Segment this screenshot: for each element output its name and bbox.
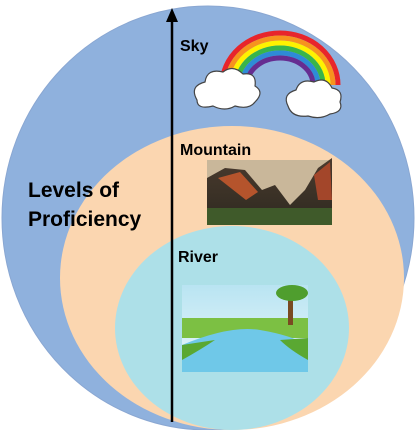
level-label: Mountain <box>180 142 251 159</box>
page: Sky Mountain River Levels of Proficiency… <box>0 0 417 430</box>
mountain-image <box>207 158 332 225</box>
axis-label: Proficiency <box>28 208 142 231</box>
river-image <box>182 285 308 372</box>
diagram: Sky Mountain River Levels of Proficiency <box>0 0 417 430</box>
level-label: Sky <box>180 38 209 55</box>
level-label: River <box>178 249 218 266</box>
axis-label: Levels of <box>28 179 120 202</box>
